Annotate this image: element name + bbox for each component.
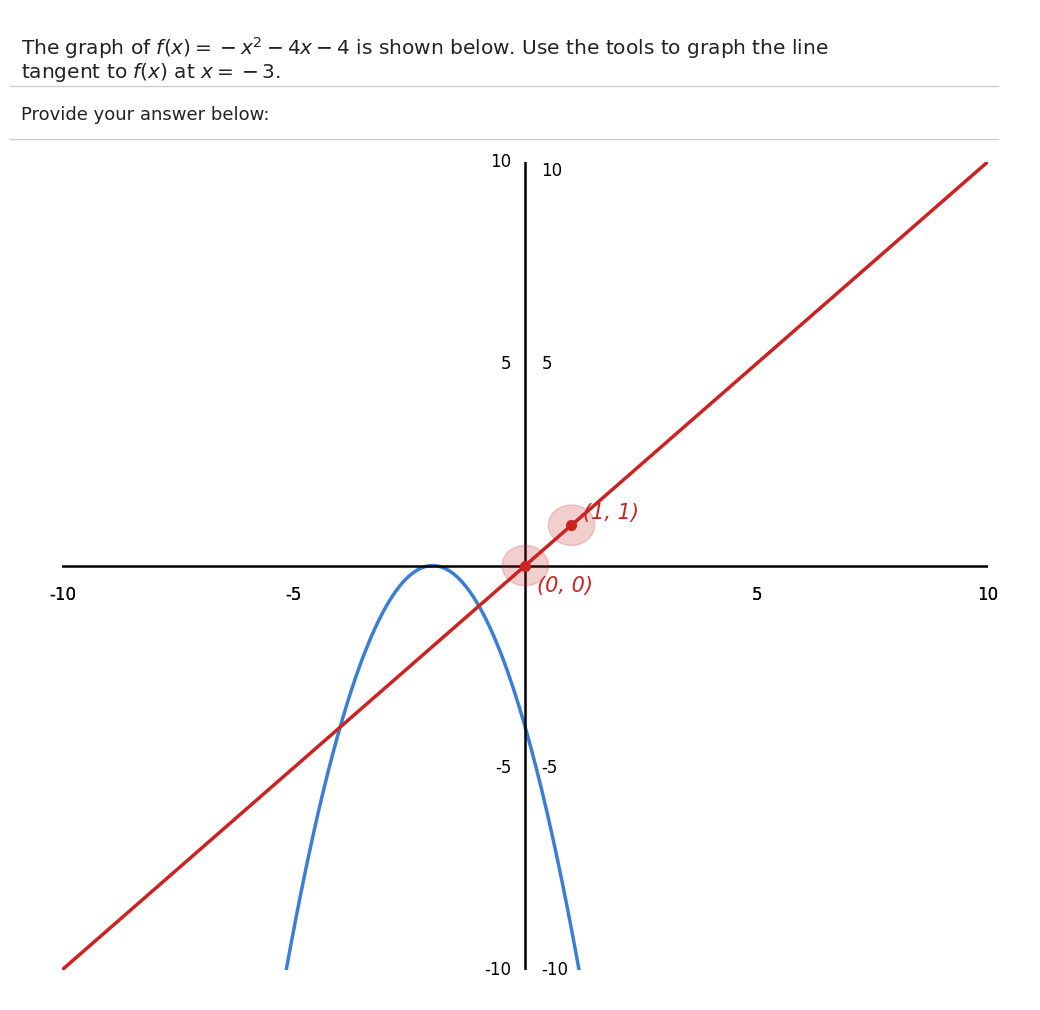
Text: (1, 1): (1, 1) bbox=[583, 503, 639, 523]
Text: -5: -5 bbox=[495, 759, 512, 777]
Text: -5: -5 bbox=[542, 759, 557, 777]
Text: The graph of $f(x) = -x^2 - 4x - 4$ is shown below. Use the tools to graph the l: The graph of $f(x) = -x^2 - 4x - 4$ is s… bbox=[21, 35, 829, 62]
Text: 10: 10 bbox=[978, 586, 998, 604]
Text: 5: 5 bbox=[542, 355, 552, 373]
Circle shape bbox=[502, 545, 548, 586]
Text: 5: 5 bbox=[751, 586, 762, 604]
Text: -10: -10 bbox=[49, 586, 76, 604]
Text: (0, 0): (0, 0) bbox=[537, 576, 593, 596]
Text: -5: -5 bbox=[286, 586, 302, 604]
Text: 10: 10 bbox=[490, 153, 512, 171]
Text: 5: 5 bbox=[751, 586, 762, 604]
Text: -5: -5 bbox=[286, 586, 302, 604]
Text: 10: 10 bbox=[978, 586, 998, 604]
Text: tangent to $f(x)$ at $x = -3$.: tangent to $f(x)$ at $x = -3$. bbox=[21, 61, 281, 84]
Circle shape bbox=[548, 505, 595, 545]
Text: -10: -10 bbox=[49, 586, 76, 604]
Text: 10: 10 bbox=[542, 162, 563, 180]
Text: Provide your answer below:: Provide your answer below: bbox=[21, 106, 269, 124]
Text: 5: 5 bbox=[501, 355, 512, 373]
Text: -10: -10 bbox=[542, 961, 569, 979]
Text: -10: -10 bbox=[485, 961, 512, 979]
